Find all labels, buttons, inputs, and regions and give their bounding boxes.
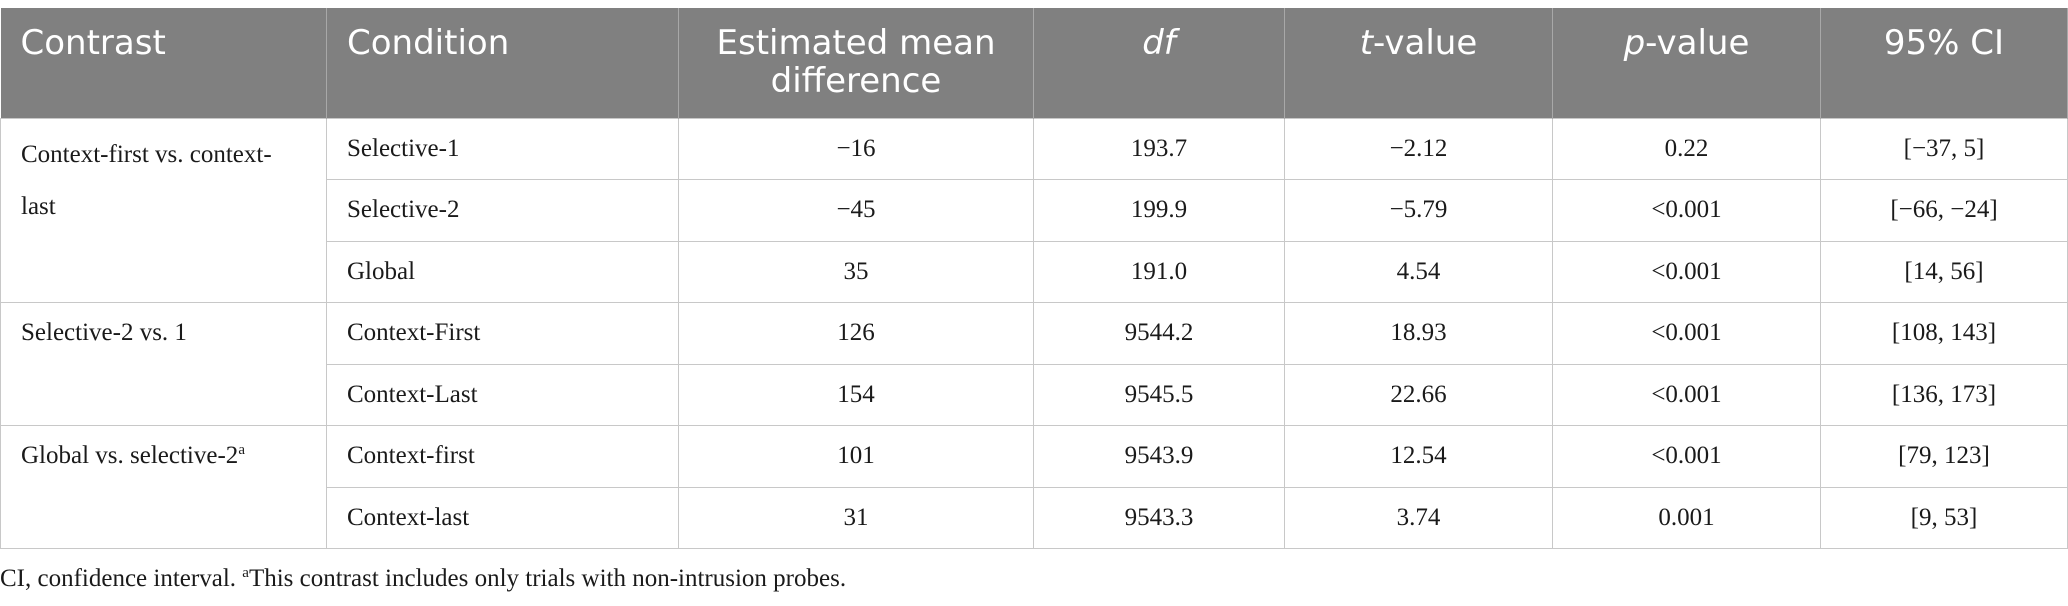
ci-cell: [9, 53] — [1820, 486, 2068, 549]
p-value-cell: <0.001 — [1552, 302, 1821, 365]
contrast-cell: Selective-2 vs. 1 — [0, 302, 327, 426]
header-mean-difference: Estimated mean difference — [678, 8, 1034, 118]
ci-cell: [79, 123] — [1820, 425, 2068, 488]
table-row: Context-Last 154 9545.5 22.66 <0.001 [136, 17… — [1, 363, 2068, 426]
contrast-cell: Context-first vs. context-last — [0, 117, 327, 303]
mean-difference-cell: 126 — [678, 302, 1034, 365]
header-df-text: df — [1142, 23, 1176, 63]
header-contrast: Contrast — [0, 8, 327, 118]
t-value-cell: 18.93 — [1284, 302, 1553, 365]
header-t-italic: t — [1359, 23, 1374, 63]
ci-cell: [108, 143] — [1820, 302, 2068, 365]
ci-cell: [−66, −24] — [1820, 179, 2068, 242]
table-row: Selective-2 vs. 1 Context-First 126 9544.2 1… — [0, 302, 2068, 426]
condition-cell: Selective-2 — [326, 179, 679, 242]
mean-difference-cell: 31 — [678, 486, 1034, 549]
p-value-cell: 0.22 — [1552, 117, 1821, 180]
t-value-cell: 22.66 — [1284, 363, 1553, 426]
header-p-rest: -value — [1645, 23, 1750, 63]
p-value-cell: <0.001 — [1552, 179, 1821, 242]
contrast-label: Context-first vs. context-last — [21, 140, 272, 220]
header-condition: Condition — [326, 8, 679, 118]
mean-difference-cell: 101 — [678, 425, 1034, 488]
t-value-cell: −5.79 — [1284, 179, 1553, 242]
footnote-text: CI, confidence interval. — [0, 565, 243, 592]
table-row: Global vs. selective-2a Context-first 101 9… — [0, 425, 2068, 549]
t-value-cell: −2.12 — [1284, 117, 1553, 180]
header-p-italic: p — [1623, 23, 1646, 63]
header-df: df — [1033, 8, 1285, 118]
header-t-value: t-value — [1284, 8, 1553, 118]
p-value-cell: <0.001 — [1552, 425, 1821, 488]
table-row: Context-first vs. context-last Selective-… — [0, 117, 2068, 303]
condition-cell: Context-First — [326, 302, 679, 365]
df-cell: 193.7 — [1033, 117, 1285, 180]
table-row: Global 35 191.0 4.54 <0.001 [14, 56] — [1, 240, 2068, 303]
results-table: Contrast Condition Estimated mean differ… — [0, 8, 2068, 549]
footnote-sup: a — [242, 565, 249, 581]
header-p-value: p-value — [1552, 8, 1821, 118]
contrast-footnote-marker: a — [238, 442, 245, 458]
p-value-cell: <0.001 — [1552, 240, 1821, 303]
header-t-rest: -value — [1373, 23, 1478, 63]
condition-cell: Context-first — [326, 425, 679, 488]
p-value-cell: 0.001 — [1552, 486, 1821, 549]
df-cell: 9544.2 — [1033, 302, 1285, 365]
contrast-label: Global vs. selective-2 — [21, 442, 239, 469]
ci-cell: [14, 56] — [1820, 240, 2068, 303]
ci-cell: [−37, 5] — [1820, 117, 2068, 180]
ci-cell: [136, 173] — [1820, 363, 2068, 426]
t-value-cell: 12.54 — [1284, 425, 1553, 488]
df-cell: 9545.5 — [1033, 363, 1285, 426]
contrast-label: Selective-2 vs. 1 — [21, 319, 187, 346]
p-value-cell: <0.001 — [1552, 363, 1821, 426]
contrast-cell: Global vs. selective-2a — [0, 425, 327, 549]
mean-difference-cell: 154 — [678, 363, 1034, 426]
df-cell: 9543.9 — [1033, 425, 1285, 488]
t-value-cell: 4.54 — [1284, 240, 1553, 303]
table-body: Context-first vs. context-last Selective-… — [0, 117, 2068, 549]
footnote-note: This contrast includes only trials with … — [248, 565, 847, 592]
table-footnote: CI, confidence interval. aThis contrast … — [0, 565, 846, 593]
condition-cell: Context-last — [326, 486, 679, 549]
df-cell: 9543.3 — [1033, 486, 1285, 549]
table-row: Context-last 31 9543.3 3.74 0.001 [9, 53] — [1, 486, 2068, 549]
header-row: Contrast Condition Estimated mean differ… — [0, 8, 2068, 118]
mean-difference-cell: −16 — [678, 117, 1034, 180]
df-cell: 191.0 — [1033, 240, 1285, 303]
df-cell: 199.9 — [1033, 179, 1285, 242]
condition-cell: Global — [326, 240, 679, 303]
mean-difference-cell: −45 — [678, 179, 1034, 242]
t-value-cell: 3.74 — [1284, 486, 1553, 549]
condition-cell: Context-Last — [326, 363, 679, 426]
mean-difference-cell: 35 — [678, 240, 1034, 303]
condition-cell: Selective-1 — [326, 117, 679, 180]
header-ci: 95% CI — [1820, 8, 2068, 118]
